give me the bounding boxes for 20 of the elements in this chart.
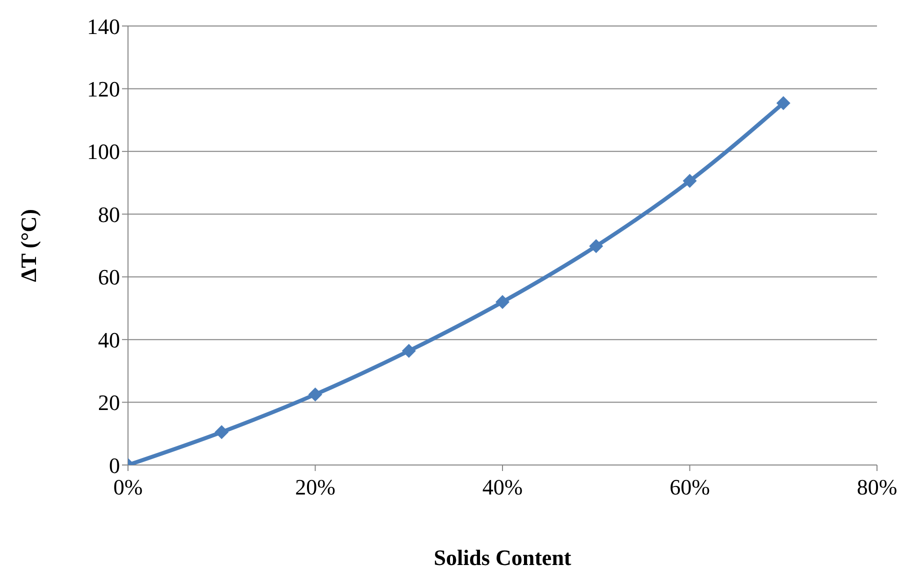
point bbox=[496, 294, 510, 309]
y-tick-label: 100 bbox=[87, 139, 120, 164]
point bbox=[776, 96, 790, 110]
point bbox=[308, 387, 322, 402]
x-tick-label: 60% bbox=[670, 474, 710, 500]
y-tick-label: 140 bbox=[87, 14, 120, 39]
point bbox=[402, 344, 416, 358]
x-tick-label: 20% bbox=[295, 474, 336, 500]
point bbox=[214, 425, 229, 440]
y-axis-title: ΔT (°C) bbox=[16, 209, 41, 282]
x-axis-title: Solids Content bbox=[434, 545, 572, 570]
y-tick-label: 20 bbox=[98, 390, 120, 416]
y-tick-label: 80 bbox=[98, 202, 120, 227]
y-tick-label: 40 bbox=[98, 327, 120, 352]
x-tick-label: 80% bbox=[856, 474, 898, 500]
x-tick-label: 40% bbox=[482, 474, 523, 500]
y-tick-label: 120 bbox=[87, 76, 120, 102]
point bbox=[682, 174, 697, 188]
point bbox=[589, 239, 604, 254]
y-tick-label: 60 bbox=[98, 264, 120, 290]
